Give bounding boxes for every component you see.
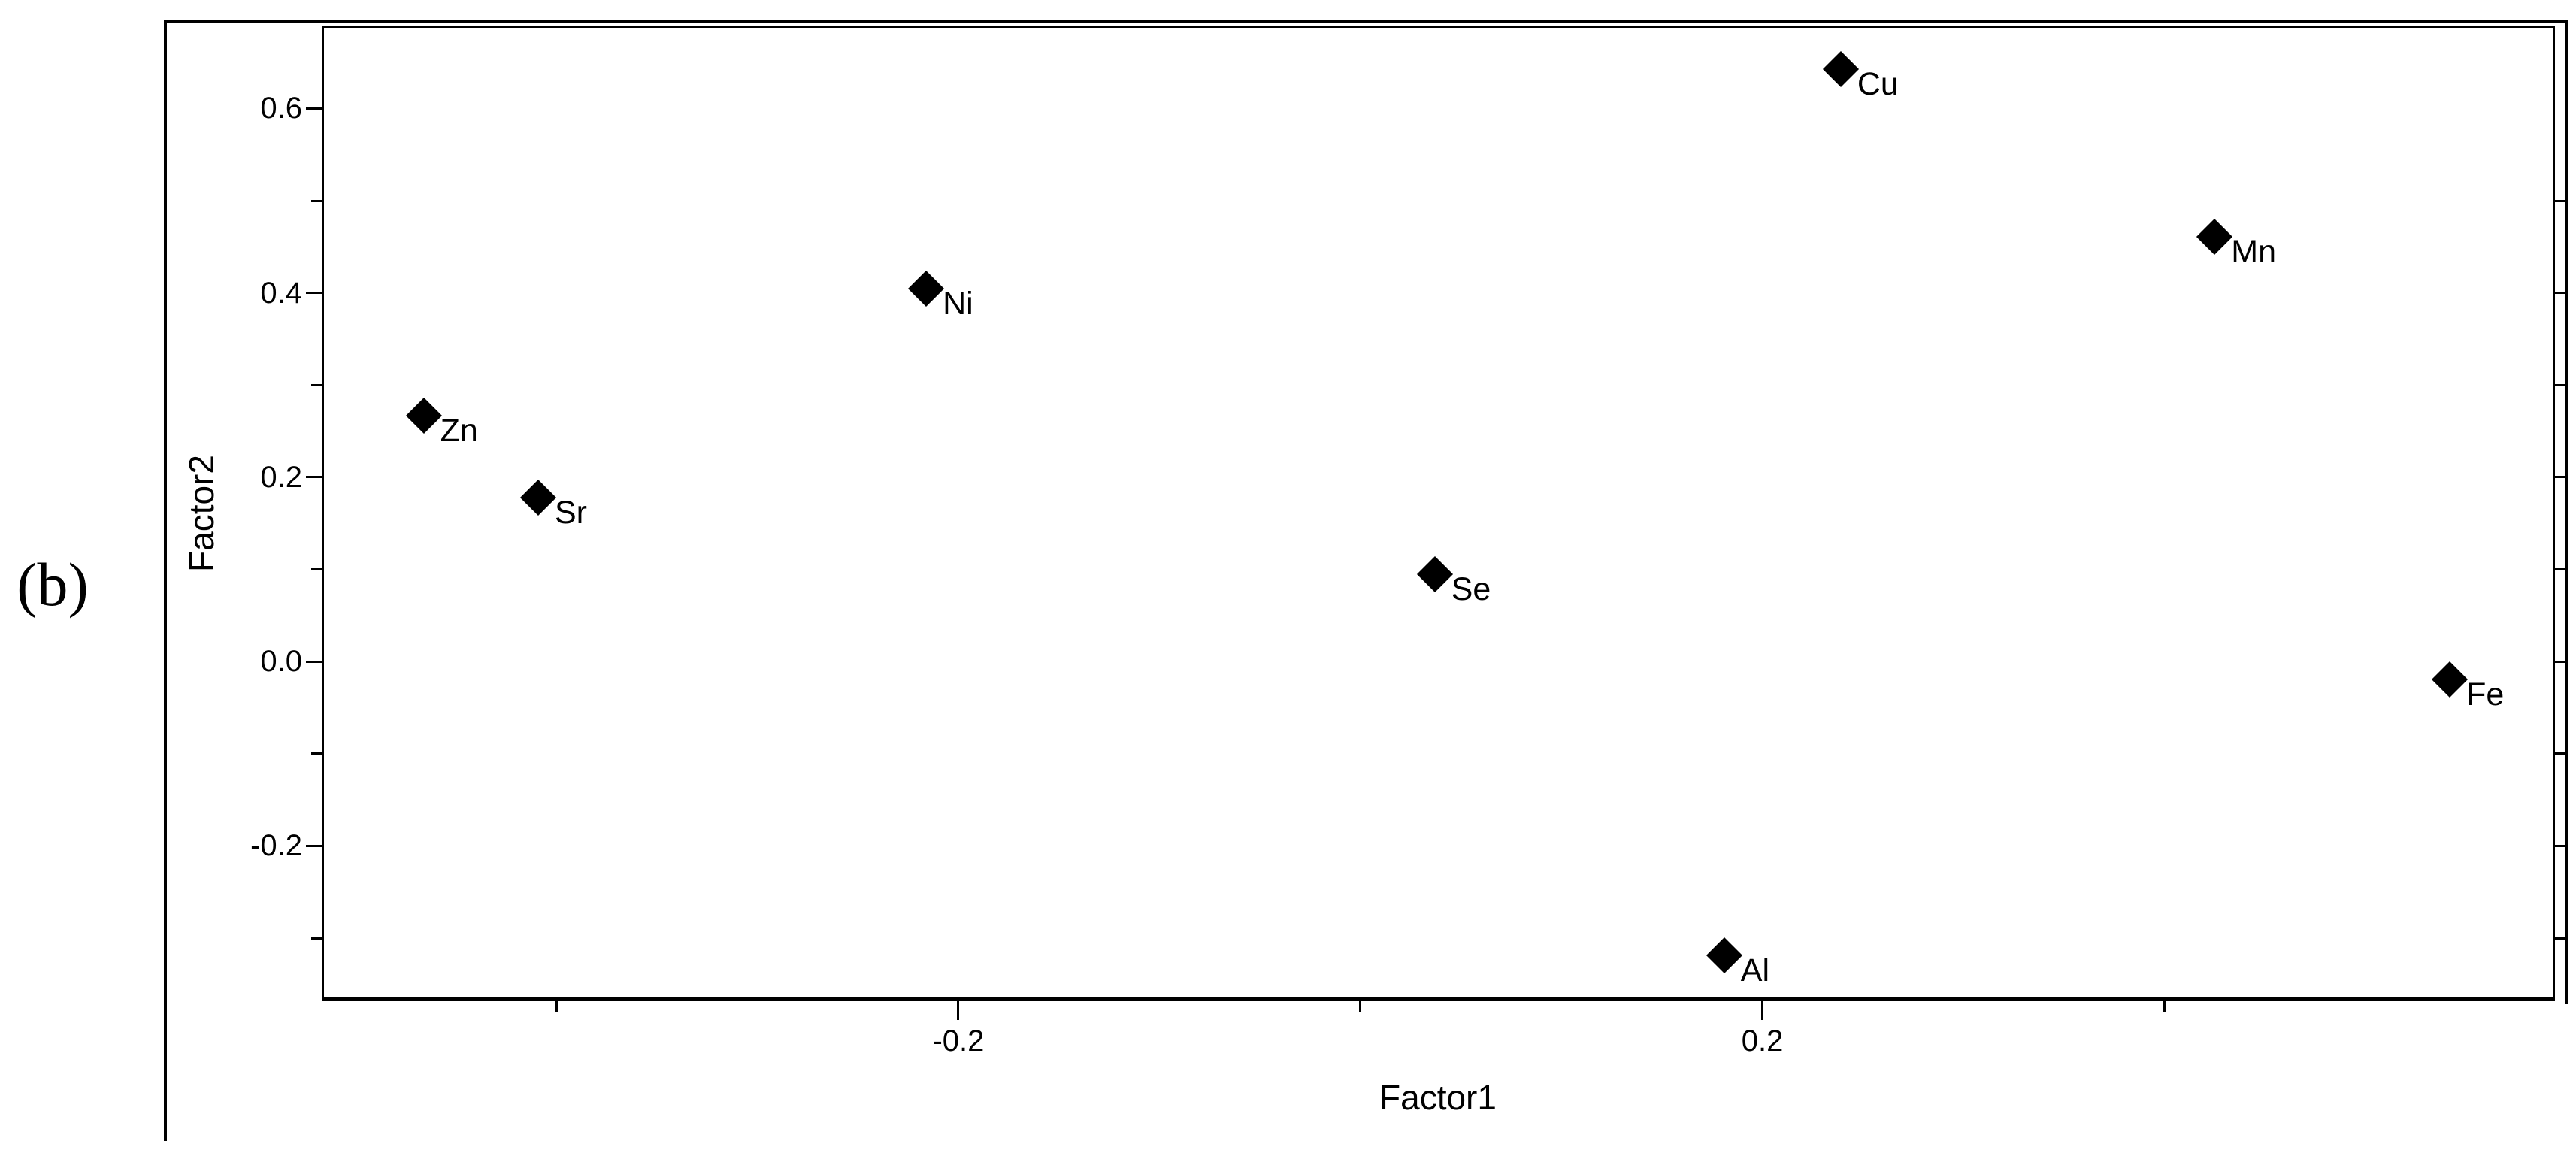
outer-frame-right-line — [2565, 20, 2568, 1004]
data-point-label: Zn — [440, 412, 478, 449]
data-point-label: Fe — [2466, 676, 2505, 713]
panel-label: (b) — [17, 550, 89, 619]
outer-frame-top-line — [164, 20, 2568, 23]
data-point-label: Sr — [555, 494, 587, 531]
y-tick-right-minor — [2553, 383, 2565, 386]
y-tick-minor — [311, 199, 322, 202]
y-tick-minor — [311, 383, 322, 386]
data-point-marker — [2432, 661, 2469, 698]
data-point-marker — [405, 397, 442, 434]
y-tick-right-minor — [2553, 199, 2565, 202]
y-tick-right-minor — [2553, 844, 2565, 847]
data-point-marker — [519, 479, 557, 516]
y-tick-major — [306, 660, 322, 663]
x-tick-major — [957, 1001, 960, 1020]
y-tick-major — [306, 292, 322, 295]
y-tick-label: 0.6 — [260, 92, 302, 126]
x-tick-minor — [2163, 1001, 2166, 1012]
y-axis-title: Factor2 — [182, 455, 221, 572]
y-tick-label: -0.2 — [250, 829, 302, 863]
data-point-marker — [1416, 555, 1453, 592]
plot-area — [322, 26, 2555, 1001]
data-point-label: Se — [1451, 570, 1491, 607]
data-point-marker — [2196, 218, 2233, 255]
x-tick-label: 0.2 — [1741, 1024, 1784, 1058]
y-tick-minor — [311, 568, 322, 571]
y-tick-minor — [311, 937, 322, 940]
data-point-label: Al — [1740, 952, 1769, 989]
y-tick-label: 0.2 — [260, 460, 302, 494]
y-tick-right-minor — [2553, 292, 2565, 295]
data-point-label: Ni — [943, 285, 973, 322]
outer-frame-left-line — [164, 20, 167, 1141]
data-point-marker — [908, 270, 945, 307]
y-tick-right-minor — [2553, 660, 2565, 663]
y-tick-minor — [311, 752, 322, 755]
y-tick-major — [306, 844, 322, 847]
data-point-label: Mn — [2231, 233, 2276, 270]
y-tick-right-minor — [2553, 568, 2565, 571]
y-tick-right-minor — [2553, 937, 2565, 940]
y-tick-right-minor — [2553, 752, 2565, 755]
y-tick-major — [306, 476, 322, 479]
data-point-marker — [1706, 937, 1742, 974]
data-point-label: Cu — [1857, 65, 1899, 102]
x-tick-minor — [1359, 1001, 1362, 1012]
y-tick-major — [306, 107, 322, 110]
x-axis-title: Factor1 — [1379, 1078, 1497, 1117]
y-tick-label: 0.0 — [260, 645, 302, 679]
y-tick-label: 0.4 — [260, 276, 302, 310]
x-tick-label: -0.2 — [932, 1024, 985, 1058]
data-point-marker — [1822, 50, 1859, 87]
y-tick-right-minor — [2553, 476, 2565, 479]
x-tick-major — [1761, 1001, 1764, 1020]
x-tick-minor — [555, 1001, 558, 1012]
